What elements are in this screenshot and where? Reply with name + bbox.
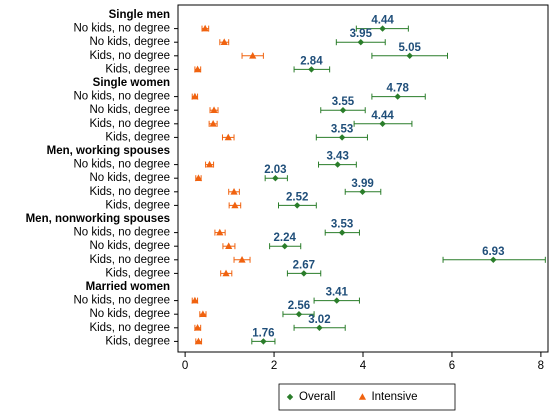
- data-label: 2.03: [264, 164, 286, 176]
- point: [230, 188, 238, 195]
- x-tick-label: 2: [271, 360, 277, 372]
- point: [357, 39, 364, 46]
- x-tick-label: 0: [182, 360, 188, 372]
- category-label: Kids, degree: [105, 63, 170, 75]
- group-header: Men, nonworking spouses: [26, 213, 170, 225]
- data-label: 2.24: [274, 232, 297, 244]
- point: [201, 24, 209, 32]
- category-label: Kids, no degree: [89, 322, 170, 334]
- point: [205, 160, 214, 168]
- point: [316, 324, 323, 331]
- point: [260, 338, 267, 345]
- point: [490, 256, 497, 263]
- point: [222, 269, 230, 277]
- category-label: Kids, degree: [105, 199, 170, 211]
- data-label: 5.05: [398, 42, 421, 54]
- data-label: 3.53: [331, 219, 353, 231]
- point: [231, 201, 239, 209]
- point: [379, 120, 386, 127]
- legend-label: Intensive: [371, 391, 417, 403]
- data-label: 3.43: [326, 151, 348, 163]
- category-label: No kids, degree: [89, 36, 170, 48]
- x-tick-label: 4: [360, 360, 367, 372]
- category-label: No kids, no degree: [73, 159, 170, 171]
- point: [334, 161, 341, 168]
- point: [225, 242, 233, 249]
- category-label: Kids, no degree: [89, 186, 170, 198]
- point: [308, 66, 315, 73]
- data-label: 2.52: [286, 191, 308, 203]
- point: [338, 134, 346, 141]
- category-label: No kids, no degree: [73, 227, 170, 239]
- data-label: 2.56: [288, 300, 310, 312]
- point: [406, 52, 413, 59]
- point: [193, 324, 202, 331]
- category-label: Kids, degree: [105, 335, 170, 347]
- point: [293, 202, 301, 209]
- point: [194, 337, 203, 345]
- category-label: No kids, degree: [89, 240, 170, 252]
- point: [295, 311, 303, 318]
- legend-label: Overall: [299, 391, 335, 403]
- group-header: Single men: [109, 9, 170, 21]
- legend-marker: [286, 393, 294, 401]
- category-label: Kids, degree: [105, 131, 170, 143]
- point: [394, 93, 401, 100]
- group-header: Married women: [86, 281, 170, 293]
- category-label: No kids, no degree: [73, 23, 170, 35]
- legend-marker: [358, 393, 367, 400]
- group-header: Single women: [93, 77, 170, 89]
- data-label: 2.84: [300, 55, 323, 67]
- data-label: 4.78: [386, 83, 409, 95]
- data-label: 1.76: [252, 327, 274, 339]
- category-label: No kids, degree: [89, 172, 170, 184]
- category-label: Kids, degree: [105, 267, 170, 279]
- point: [359, 188, 366, 195]
- category-label: Kids, no degree: [89, 118, 170, 130]
- data-label: 3.95: [350, 28, 373, 40]
- category-label: No kids, no degree: [73, 91, 170, 103]
- point: [300, 270, 308, 277]
- category-label: Kids, no degree: [89, 50, 170, 62]
- data-label: 3.53: [331, 123, 353, 135]
- point: [193, 65, 202, 73]
- category-label: No kids, degree: [89, 104, 170, 116]
- data-label: 4.44: [371, 110, 394, 122]
- data-label: 2.67: [293, 259, 315, 271]
- data-label: 6.93: [482, 246, 504, 258]
- point: [194, 174, 203, 181]
- x-tick-label: 8: [538, 360, 544, 372]
- point: [191, 296, 199, 304]
- point: [209, 120, 217, 127]
- category-label: No kids, no degree: [73, 295, 170, 307]
- x-tick-label: 6: [449, 360, 455, 372]
- point: [224, 133, 232, 141]
- category-label: No kids, degree: [89, 308, 170, 320]
- group-header: Men, working spouses: [47, 145, 170, 157]
- point: [210, 106, 218, 113]
- category-label: Kids, no degree: [89, 254, 170, 266]
- point: [272, 175, 279, 182]
- point: [281, 243, 288, 250]
- data-label: 3.02: [308, 314, 330, 326]
- point: [249, 52, 257, 59]
- point: [379, 25, 386, 32]
- data-label: 3.55: [332, 96, 355, 108]
- point: [339, 107, 347, 114]
- data-label: 4.44: [371, 15, 394, 27]
- point: [338, 229, 346, 236]
- point: [220, 38, 228, 45]
- point: [199, 310, 207, 317]
- data-label: 3.99: [351, 178, 373, 190]
- point: [191, 92, 199, 100]
- point: [333, 297, 340, 304]
- point: [216, 228, 224, 236]
- legend-box: [278, 383, 456, 411]
- point: [238, 256, 246, 263]
- data-label: 3.41: [326, 287, 349, 299]
